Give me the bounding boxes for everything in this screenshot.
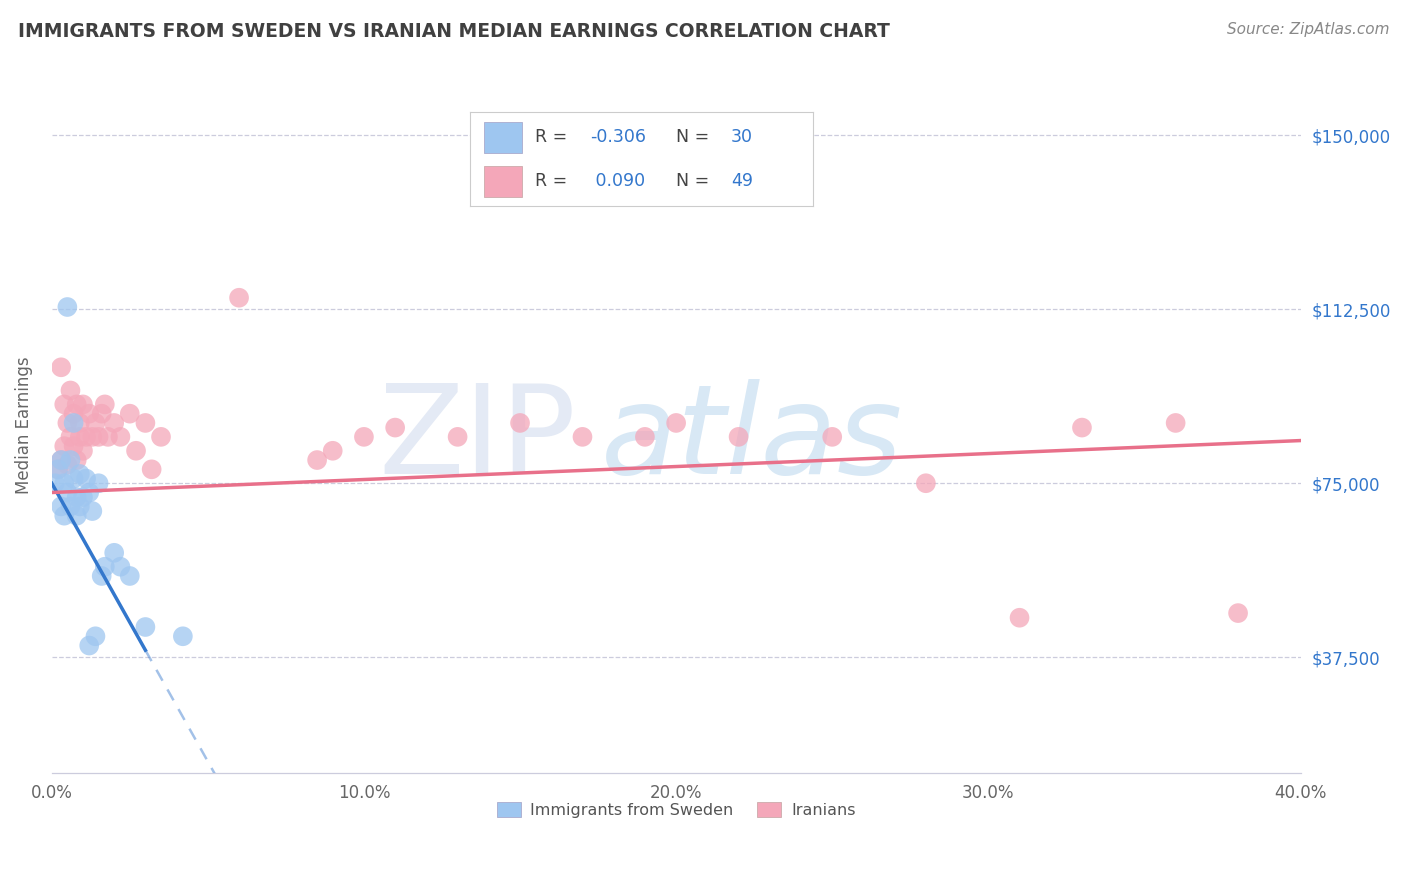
Text: atlas: atlas — [602, 379, 903, 500]
Point — [66, 490, 89, 504]
Point — [69, 467, 91, 481]
Point — [66, 508, 89, 523]
Point — [77, 407, 100, 421]
Point — [150, 430, 173, 444]
Point — [49, 360, 72, 375]
Point — [384, 420, 406, 434]
Text: IMMIGRANTS FROM SWEDEN VS IRANIAN MEDIAN EARNINGS CORRELATION CHART: IMMIGRANTS FROM SWEDEN VS IRANIAN MEDIAN… — [18, 22, 890, 41]
Point — [134, 416, 156, 430]
Point — [90, 407, 112, 421]
Point — [59, 453, 82, 467]
Point — [84, 416, 107, 430]
Point — [307, 453, 329, 467]
Point — [87, 430, 110, 444]
Point — [103, 416, 125, 430]
Point — [62, 439, 84, 453]
Point — [118, 407, 141, 421]
Y-axis label: Median Earnings: Median Earnings — [15, 357, 32, 494]
Point — [49, 453, 72, 467]
Point — [56, 458, 79, 472]
Point — [446, 430, 468, 444]
Text: Source: ZipAtlas.com: Source: ZipAtlas.com — [1226, 22, 1389, 37]
Point — [110, 559, 132, 574]
Point — [72, 490, 94, 504]
Point — [53, 476, 76, 491]
Point — [62, 472, 84, 486]
Point — [103, 546, 125, 560]
Point — [49, 453, 72, 467]
Point — [509, 416, 531, 430]
Point — [69, 500, 91, 514]
Point — [118, 569, 141, 583]
Point — [172, 629, 194, 643]
Point — [90, 569, 112, 583]
Point — [77, 639, 100, 653]
Point — [634, 430, 657, 444]
Point — [110, 430, 132, 444]
Point — [94, 559, 117, 574]
Point — [75, 430, 97, 444]
Point — [915, 476, 938, 491]
Point — [56, 485, 79, 500]
Point — [821, 430, 844, 444]
Point — [87, 476, 110, 491]
Point — [62, 416, 84, 430]
Point — [75, 472, 97, 486]
Point — [125, 443, 148, 458]
Point — [665, 416, 688, 430]
Point — [72, 397, 94, 411]
Point — [59, 500, 82, 514]
Point — [1227, 606, 1250, 620]
Point — [53, 439, 76, 453]
Point — [46, 462, 69, 476]
Point — [69, 430, 91, 444]
Point — [1008, 611, 1031, 625]
Point — [59, 430, 82, 444]
Point — [44, 476, 66, 491]
Text: ZIP: ZIP — [378, 379, 576, 500]
Point — [134, 620, 156, 634]
Point — [69, 416, 91, 430]
Point — [66, 397, 89, 411]
Point — [77, 485, 100, 500]
Point — [46, 462, 69, 476]
Point — [727, 430, 749, 444]
Point — [49, 500, 72, 514]
Point — [66, 453, 89, 467]
Point — [53, 397, 76, 411]
Point — [571, 430, 593, 444]
Point — [228, 291, 250, 305]
Point — [62, 407, 84, 421]
Point — [72, 443, 94, 458]
Legend: Immigrants from Sweden, Iranians: Immigrants from Sweden, Iranians — [491, 796, 862, 824]
Point — [56, 416, 79, 430]
Point — [53, 508, 76, 523]
Point — [353, 430, 375, 444]
Point — [59, 384, 82, 398]
Point — [322, 443, 344, 458]
Point — [84, 629, 107, 643]
Point — [1164, 416, 1187, 430]
Point — [97, 430, 120, 444]
Point — [82, 504, 104, 518]
Point — [141, 462, 163, 476]
Point — [82, 430, 104, 444]
Point — [1071, 420, 1094, 434]
Point — [56, 300, 79, 314]
Point — [94, 397, 117, 411]
